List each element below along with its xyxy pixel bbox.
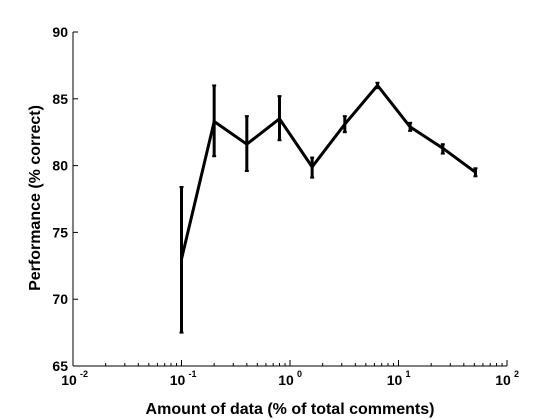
y-tick-label: 70 <box>52 291 68 307</box>
x-tick-label: 10 <box>61 372 77 388</box>
data-point <box>212 120 216 124</box>
y-tick-label: 85 <box>52 91 68 107</box>
data-point <box>408 125 412 129</box>
y-tick-label: 90 <box>52 24 68 40</box>
x-axis-label: Amount of data (% of total comments) <box>146 401 435 418</box>
y-axis-label: Performance (% correct) <box>27 105 44 291</box>
x-tick-exponent: -1 <box>189 369 197 379</box>
y-tick-label: 80 <box>52 158 68 174</box>
x-tick-exponent: -2 <box>80 369 88 379</box>
data-layer <box>179 81 478 334</box>
x-tick-label: 10 <box>387 372 403 388</box>
x-tick-label: 10 <box>495 372 511 388</box>
x-tick-exponent: 1 <box>406 369 411 379</box>
data-point <box>343 122 347 126</box>
axes <box>72 32 507 367</box>
y-tick-label: 75 <box>52 224 68 240</box>
x-tick-label: 10 <box>278 372 294 388</box>
data-point <box>277 117 281 121</box>
y-tick-label: 65 <box>52 358 68 374</box>
x-tick-exponent: 2 <box>514 369 519 379</box>
data-point <box>310 165 314 169</box>
data-point <box>473 170 477 174</box>
series-line <box>180 83 477 260</box>
tick-marks <box>72 31 508 367</box>
data-point <box>245 142 249 146</box>
data-point <box>441 146 445 150</box>
data-point <box>180 257 183 261</box>
data-point <box>375 83 379 87</box>
x-tick-exponent: 0 <box>297 369 302 379</box>
x-tick-label: 10 <box>170 372 186 388</box>
